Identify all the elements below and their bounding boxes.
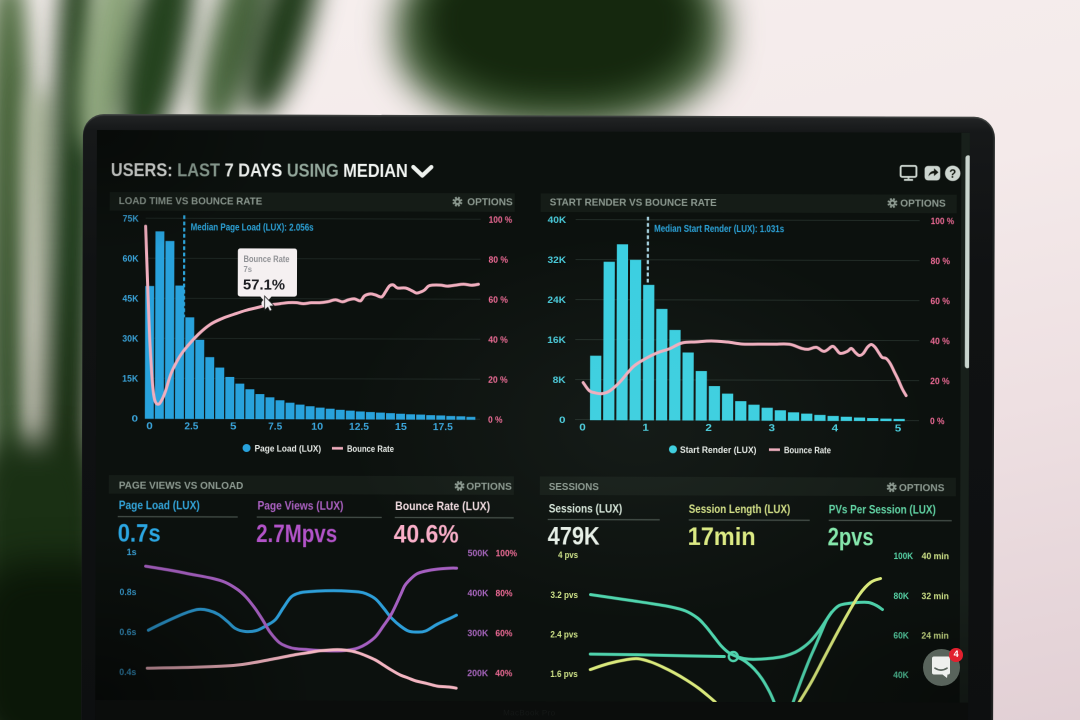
svg-text:0: 0 [559,415,566,426]
svg-text:60 %: 60 % [488,295,508,306]
svg-text:15K: 15K [122,374,138,385]
svg-text:200K: 200K [467,668,488,679]
svg-text:40%: 40% [495,668,513,679]
svg-text:2.4 pvs: 2.4 pvs [550,629,578,640]
svg-text:60 %: 60 % [930,296,950,307]
svg-text:40 min: 40 min [922,551,950,562]
svg-text:17.5: 17.5 [433,422,453,433]
svg-text:300K: 300K [467,628,488,639]
svg-text:0: 0 [132,414,139,425]
svg-text:4 pvs: 4 pvs [558,550,578,561]
svg-text:0: 0 [146,421,153,432]
svg-text:100%: 100% [496,548,518,559]
svg-text:12.5: 12.5 [349,422,369,433]
svg-text:30K: 30K [122,334,138,345]
svg-text:Median Page Load (LUX): 2.056s: Median Page Load (LUX): 2.056s [191,222,314,233]
svg-text:60K: 60K [123,254,139,265]
svg-text:20 %: 20 % [930,376,950,387]
svg-text:Page Load (LUX): Page Load (LUX) [119,500,200,512]
svg-text:0: 0 [579,423,586,434]
svg-text:0 %: 0 % [488,415,503,426]
svg-text:2: 2 [705,423,712,434]
svg-text:0.8s: 0.8s [119,587,136,598]
svg-text:80%: 80% [495,588,513,599]
svg-text:40K: 40K [893,670,909,681]
svg-text:Sessions (LUX): Sessions (LUX) [549,503,623,515]
svg-text:24K: 24K [547,295,566,306]
svg-text:OPTIONS: OPTIONS [466,482,512,493]
svg-text:479K: 479K [548,522,600,550]
svg-text:45K: 45K [122,294,138,305]
svg-text:2.7Mpvs: 2.7Mpvs [256,520,337,548]
svg-text:SESSIONS: SESSIONS [549,482,599,493]
svg-text:24 min: 24 min [921,631,949,642]
svg-text:60K: 60K [893,631,909,642]
svg-text:500K: 500K [468,548,489,559]
svg-text:0.6s: 0.6s [119,627,136,638]
svg-text:40 %: 40 % [930,336,950,347]
svg-text:Median Start Render (LUX): 1.0: Median Start Render (LUX): 1.031s [654,224,784,235]
svg-text:OPTIONS: OPTIONS [899,483,945,494]
svg-text:17min: 17min [688,523,756,551]
svg-text:USERS: LAST 7 DAYS USING MEDIA: USERS: LAST 7 DAYS USING MEDIAN [111,159,408,181]
svg-text:100 %: 100 % [489,215,513,226]
svg-text:15: 15 [395,422,408,433]
svg-text:100 %: 100 % [931,216,955,227]
svg-text:3: 3 [769,423,776,434]
svg-text:7.5: 7.5 [268,422,282,433]
svg-text:40.6%: 40.6% [394,520,459,548]
svg-text:20 %: 20 % [488,375,508,386]
svg-text:Session Length (LUX): Session Length (LUX) [689,504,791,516]
svg-text:8K: 8K [553,375,566,386]
svg-text:Bounce Rate: Bounce Rate [347,444,394,454]
svg-text:80 %: 80 % [931,256,951,267]
svg-text:Page Load (LUX): Page Load (LUX) [255,444,322,454]
svg-text:0.4s: 0.4s [119,667,136,678]
svg-text:PAGE VIEWS VS ONLOAD: PAGE VIEWS VS ONLOAD [119,481,244,492]
svg-text:Bounce Rate: Bounce Rate [784,445,831,455]
svg-text:OPTIONS: OPTIONS [467,197,513,208]
svg-text:1.6 pvs: 1.6 pvs [550,669,578,680]
svg-text:32 min: 32 min [921,591,949,602]
svg-text:60%: 60% [495,628,513,639]
svg-text:3.2 pvs: 3.2 pvs [550,590,578,601]
svg-text:Bounce Rate: Bounce Rate [244,254,290,264]
svg-text:PVs Per Session (LUX): PVs Per Session (LUX) [829,504,936,516]
svg-text:Bounce Rate (LUX): Bounce Rate (LUX) [395,501,490,513]
svg-text:Page Views (LUX): Page Views (LUX) [257,501,343,513]
svg-text:400K: 400K [467,588,488,599]
svg-text:?: ? [949,169,956,181]
svg-text:80K: 80K [893,591,909,602]
svg-text:4: 4 [832,423,839,434]
svg-text:5: 5 [895,424,902,435]
svg-text:2pvs: 2pvs [828,523,874,551]
svg-text:1: 1 [642,423,649,434]
svg-text:START RENDER VS BOUNCE RATE: START RENDER VS BOUNCE RATE [550,197,717,209]
svg-text:57.1%: 57.1% [243,278,285,294]
svg-text:40 %: 40 % [488,335,508,346]
svg-text:2.5: 2.5 [184,421,198,432]
svg-text:LOAD TIME VS BOUNCE RATE: LOAD TIME VS BOUNCE RATE [119,196,263,207]
svg-text:40K: 40K [548,215,567,226]
svg-text:OPTIONS: OPTIONS [900,199,946,210]
svg-text:16K: 16K [547,335,566,346]
svg-text:75K: 75K [123,214,139,225]
svg-text:7s: 7s [243,265,252,274]
svg-text:5: 5 [230,421,237,432]
svg-text:32K: 32K [548,255,567,266]
svg-text:0 %: 0 % [930,416,945,427]
svg-text:1s: 1s [127,547,137,558]
svg-text:10: 10 [311,422,324,433]
svg-text:100K: 100K [894,551,914,562]
svg-text:Start Render (LUX): Start Render (LUX) [680,445,757,455]
svg-text:80 %: 80 % [489,255,509,266]
svg-text:0.7s: 0.7s [118,520,161,548]
